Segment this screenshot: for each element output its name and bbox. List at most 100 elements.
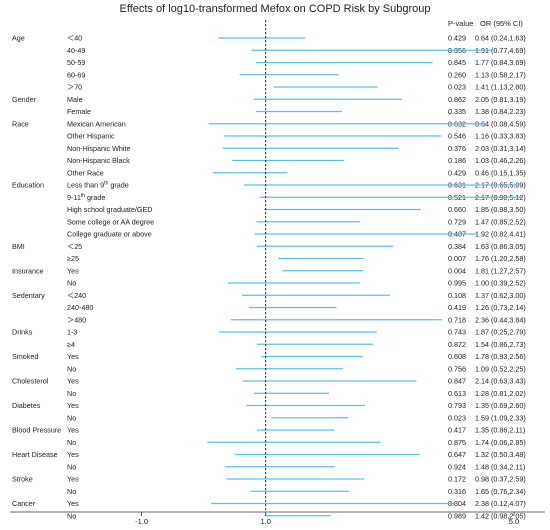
or-ci-text: 2.38 (0.12,4.07) [475,499,526,508]
p-value: 0.804 [448,499,466,508]
row-label: Some college or AA degree [67,217,154,226]
x-axis-ticks: -1.0 1.0 5.0 [135,512,519,526]
row-label: Yes [67,426,79,435]
or-ci-text: 1.47 (0.85,2.52) [475,217,526,226]
or-ci-text: 1.16 (0.33,3.83) [475,132,526,141]
row-label: No [67,462,76,471]
or-ci-text: 1.92 (0.82,4.41) [475,230,526,239]
p-value: 0.875 [448,438,466,447]
or-ci-text: 1.35 (0.69,2.60) [475,401,526,410]
p-value: 0.872 [448,340,466,349]
row-label: Yes [67,377,79,386]
group-label: Cholesterol [12,377,49,386]
or-ci-text: 2.14 (0.63,3.43) [475,377,526,386]
or-ci-text: 1.76 (1.20,2.58) [475,254,526,263]
p-value: 0.419 [448,303,466,312]
or-header: OR (95% CI) [480,19,523,28]
row-label: No [67,487,76,496]
p-value: 0.845 [448,58,466,67]
p-value: 0.260 [448,70,466,79]
row-label: No [67,279,76,288]
row-label: ≥25 [67,254,79,263]
row-label: 240-480 [67,303,93,312]
row-label: Other Hispanic [67,132,115,141]
p-value: 0.756 [448,364,466,373]
or-ci-text: 2.05 (0.81,3.19) [475,95,526,104]
row-label: ≥4 [67,340,75,349]
p-value: 0.316 [448,487,466,496]
or-ci-text: 1.03 (0.46,2.26) [475,156,526,165]
p-value: 0.004 [448,266,466,275]
or-ci-text: 1.42 (0.98,2.05) [475,511,526,520]
or-ci-text: 1.28 (0.81,2.02) [475,389,526,398]
or-ci-text: 0.46 (0.15,1.35) [475,168,526,177]
group-label: Gender [12,95,37,104]
x-tick-label: 5.0 [509,517,519,526]
group-label: Insurance [12,266,44,275]
row-label: ＜40 [67,34,82,43]
p-value: 0.660 [448,205,466,214]
group-label: Blood Pressure [12,426,61,435]
row-label: Yes [67,401,79,410]
or-ci-text: 1.09 (0.52,2.25) [475,364,526,373]
row-label: ＞70 [67,83,82,92]
row-label: Mexican American [67,119,126,128]
row-label: Yes [67,450,79,459]
p-value: 0.793 [448,401,466,410]
p-value: 0.007 [448,254,466,263]
or-ci-text: 1.00 (0.39,2.52) [475,279,526,288]
p-value: 0.608 [448,352,466,361]
group-label: Education [12,181,44,190]
or-ci-text: 1.78 (0.93,2.56) [475,352,526,361]
group-label: Stroke [12,475,33,484]
p-value-header: P-value [448,19,473,28]
row-label: No [67,364,76,373]
p-value: 0.847 [448,377,466,386]
row-label: No [67,413,76,422]
p-value: 0.989 [448,511,466,520]
or-ci-text: 1.48 (0.34,2.11) [475,462,525,471]
group-label: Drinks [12,328,33,337]
ci-lines [207,20,522,517]
row-label: Male [67,95,83,104]
row-label: No [67,389,76,398]
p-value: 0.429 [448,168,466,177]
x-tick-label: -1.0 [135,517,148,526]
row-label: 1-3 [67,328,77,337]
row-label: High school graduate/GED [67,205,153,214]
p-value: 0.613 [448,389,466,398]
or-ci-text: 0.64 (0.24,1.63) [475,34,526,43]
p-value: 0.924 [448,462,466,471]
row-label: Yes [67,499,79,508]
row-label: ＜25 [67,242,82,251]
x-tick-label: 1.0 [260,517,270,526]
or-ci-text: 2.36 (0.44,3.84) [475,315,526,324]
p-value: 0.862 [448,95,466,104]
row-label: Yes [67,475,79,484]
or-ci-text: 1.85 (0.98,3.50) [475,205,526,214]
p-value: 0.376 [448,144,466,153]
or-ci-text: 1.26 (0.73,2.14) [475,303,526,312]
p-value: 0.108 [448,291,466,300]
row-label: 9-11th grade [67,193,105,202]
or-ci-text: 1.13 (0.58,2.17) [475,70,526,79]
or-ci-text: 1.54 (0.86,2.73) [475,340,526,349]
or-ci-text: 1.91 (0.77,4.69) [475,46,526,55]
p-value: 0.743 [448,328,466,337]
row-label: No [67,511,76,520]
p-value: 0.417 [448,426,466,435]
group-label: Age [12,34,25,43]
or-ci-text: 1.77 (0.84,3.69) [475,58,526,67]
or-ci-text: 1.74 (0.06,2.85) [475,438,526,447]
row-label: 50-59 [67,58,85,67]
p-value: 0.995 [448,279,466,288]
row-label: No [67,438,76,447]
p-value: 0.023 [448,83,466,92]
p-value: 0.186 [448,156,466,165]
or-ci-text: 0.98 (0.37,2.59) [475,475,526,484]
or-ci-text: 1.59 (1.09,2.33) [475,413,526,422]
chart-title: Effects of log10-transformed Mefox on CO… [120,3,431,15]
group-label: Cancer [12,499,36,508]
or-ci-text: 1.35 (0.86,2.11) [475,426,525,435]
